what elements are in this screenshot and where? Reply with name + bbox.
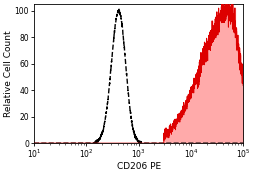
X-axis label: CD206 PE: CD206 PE (116, 162, 160, 171)
Y-axis label: Relative Cell Count: Relative Cell Count (4, 30, 13, 117)
